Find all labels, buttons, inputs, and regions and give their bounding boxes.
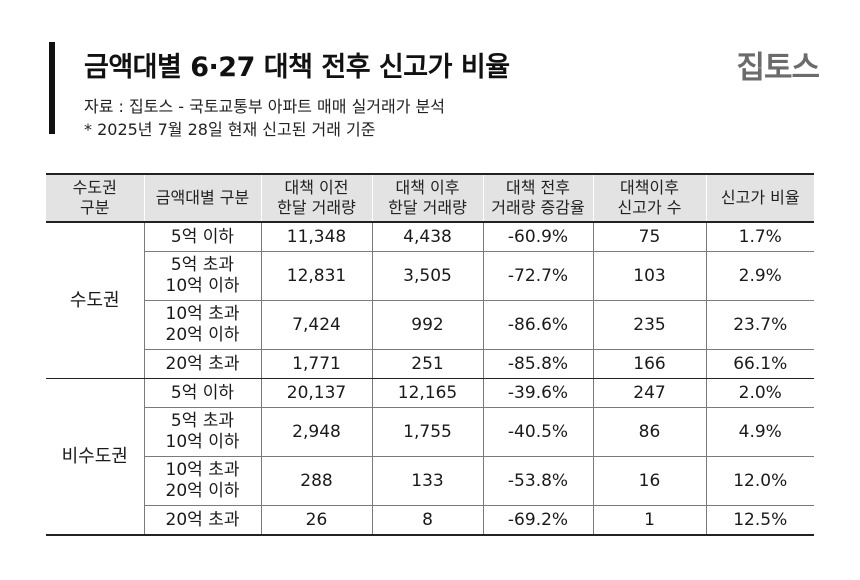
brand-logo: 집토스 bbox=[736, 50, 820, 86]
volume-after-cell: 1,755 bbox=[371, 407, 483, 457]
record-ratio-cell: 12.5% bbox=[705, 505, 814, 536]
record-ratio-cell: 2.9% bbox=[705, 251, 814, 301]
record-ratio-cell: 4.9% bbox=[705, 407, 814, 457]
record-count-cell: 166 bbox=[592, 349, 706, 379]
table-row: 10억 초과 20억 이하 288 133 -53.8% 16 12.0% bbox=[46, 456, 814, 506]
title-accent-bar bbox=[49, 42, 55, 134]
volume-before-cell: 2,948 bbox=[260, 407, 372, 457]
volume-before-cell: 11,348 bbox=[260, 222, 372, 252]
record-count-cell: 235 bbox=[592, 300, 706, 350]
record-count-cell: 16 bbox=[592, 456, 706, 506]
record-ratio-cell: 2.0% bbox=[705, 378, 814, 408]
volume-change-cell: -69.2% bbox=[482, 505, 593, 536]
price-range-table: 수도권 구분 금액대별 구분 대책 이전 한달 거래량 대책 이후 한달 거래량… bbox=[46, 173, 814, 536]
volume-change-cell: -72.7% bbox=[482, 251, 593, 301]
volume-before-cell: 7,424 bbox=[260, 300, 372, 350]
price-range-cell: 5억 이하 bbox=[143, 378, 261, 408]
volume-before-cell: 20,137 bbox=[260, 378, 372, 408]
record-count-cell: 1 bbox=[592, 505, 706, 536]
record-ratio-cell: 12.0% bbox=[705, 456, 814, 506]
table-row: 20억 초과 26 8 -69.2% 1 12.5% bbox=[46, 505, 814, 536]
record-count-cell: 247 bbox=[592, 378, 706, 408]
table-group-capital: 수도권 5억 이하 11,348 4,438 -60.9% 75 1.7% 5억… bbox=[46, 222, 814, 379]
data-table-container: 수도권 구분 금액대별 구분 대책 이전 한달 거래량 대책 이후 한달 거래량… bbox=[46, 173, 814, 536]
source-caption: 자료 : 집토스 - 국토교통부 아파트 매매 실거래가 분석 bbox=[84, 97, 445, 116]
table-row: 5억 초과 10억 이하 12,831 3,505 -72.7% 103 2.9… bbox=[46, 251, 814, 301]
col-header-record-count: 대책이후 신고가 수 bbox=[592, 173, 706, 223]
volume-change-cell: -60.9% bbox=[482, 222, 593, 252]
price-range-cell: 20억 초과 bbox=[143, 349, 261, 379]
volume-before-cell: 12,831 bbox=[260, 251, 372, 301]
volume-after-cell: 4,438 bbox=[371, 222, 483, 252]
table-row: 비수도권 5억 이하 20,137 12,165 -39.6% 247 2.0% bbox=[46, 378, 814, 536]
record-ratio-cell: 1.7% bbox=[705, 222, 814, 252]
volume-before-cell: 1,771 bbox=[260, 349, 372, 379]
record-ratio-cell: 23.7% bbox=[705, 300, 814, 350]
price-range-cell: 5억 이하 bbox=[143, 222, 261, 252]
region-cell: 수도권 bbox=[46, 222, 144, 379]
footnote: * 2025년 7월 28일 현재 신고된 거래 기준 bbox=[84, 120, 376, 139]
col-header-volume-change: 대책 전후 거래량 증감율 bbox=[482, 173, 593, 223]
col-header-volume-before: 대책 이전 한달 거래량 bbox=[260, 173, 372, 223]
volume-change-cell: -86.6% bbox=[482, 300, 593, 350]
volume-after-cell: 3,505 bbox=[371, 251, 483, 301]
table-row: 20억 초과 1,771 251 -85.8% 166 66.1% bbox=[46, 349, 814, 379]
volume-after-cell: 8 bbox=[371, 505, 483, 536]
page-title: 금액대별 6·27 대책 전후 신고가 비율 bbox=[84, 52, 510, 83]
table-row: 수도권 5억 이하 11,348 4,438 -60.9% 75 1.7% bbox=[46, 222, 814, 379]
price-range-cell: 10억 초과 20억 이하 bbox=[143, 456, 261, 506]
region-cell: 비수도권 bbox=[46, 378, 144, 536]
volume-before-cell: 26 bbox=[260, 505, 372, 536]
col-header-price-range: 금액대별 구분 bbox=[143, 173, 261, 223]
volume-after-cell: 251 bbox=[371, 349, 483, 379]
volume-change-cell: -39.6% bbox=[482, 378, 593, 408]
col-header-volume-after: 대책 이후 한달 거래량 bbox=[371, 173, 483, 223]
col-header-region: 수도권 구분 bbox=[46, 173, 144, 223]
price-range-cell: 5억 초과 10억 이하 bbox=[143, 407, 261, 457]
table-group-non-capital: 비수도권 5억 이하 20,137 12,165 -39.6% 247 2.0%… bbox=[46, 378, 814, 536]
volume-after-cell: 992 bbox=[371, 300, 483, 350]
table-row: 5억 초과 10억 이하 2,948 1,755 -40.5% 86 4.9% bbox=[46, 407, 814, 457]
table-row: 10억 초과 20억 이하 7,424 992 -86.6% 235 23.7% bbox=[46, 300, 814, 350]
volume-change-cell: -85.8% bbox=[482, 349, 593, 379]
volume-after-cell: 12,165 bbox=[371, 378, 483, 408]
col-header-record-ratio: 신고가 비율 bbox=[705, 173, 814, 223]
price-range-cell: 20억 초과 bbox=[143, 505, 261, 536]
table-header: 수도권 구분 금액대별 구분 대책 이전 한달 거래량 대책 이후 한달 거래량… bbox=[46, 173, 814, 223]
volume-change-cell: -53.8% bbox=[482, 456, 593, 506]
record-count-cell: 75 bbox=[592, 222, 706, 252]
volume-change-cell: -40.5% bbox=[482, 407, 593, 457]
volume-before-cell: 288 bbox=[260, 456, 372, 506]
price-range-cell: 5억 초과 10억 이하 bbox=[143, 251, 261, 301]
record-count-cell: 86 bbox=[592, 407, 706, 457]
record-count-cell: 103 bbox=[592, 251, 706, 301]
record-ratio-cell: 66.1% bbox=[705, 349, 814, 379]
volume-after-cell: 133 bbox=[371, 456, 483, 506]
price-range-cell: 10억 초과 20억 이하 bbox=[143, 300, 261, 350]
